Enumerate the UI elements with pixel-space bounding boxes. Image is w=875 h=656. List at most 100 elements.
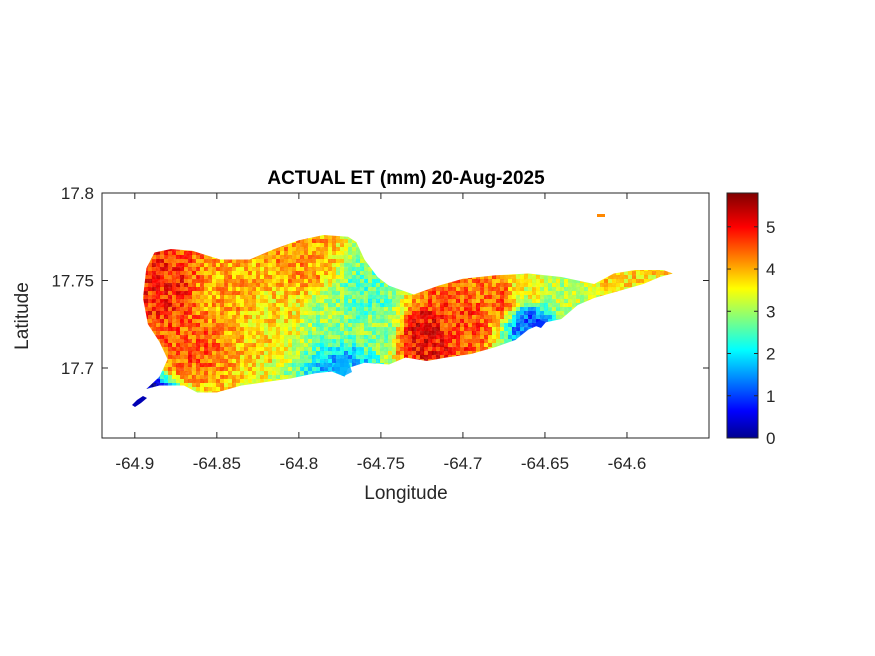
- et-pixel: [588, 327, 592, 331]
- et-pixel: [376, 215, 380, 219]
- et-pixel: [244, 255, 248, 259]
- et-pixel: [640, 259, 644, 263]
- et-pixel: [456, 275, 460, 279]
- et-pixel: [192, 247, 196, 251]
- et-pixel: [488, 223, 492, 227]
- et-pixel: [584, 227, 588, 231]
- et-pixel: [688, 235, 692, 239]
- et-pixel: [128, 323, 132, 327]
- et-pixel: [416, 243, 420, 247]
- et-pixel: [544, 227, 548, 231]
- et-pixel: [372, 215, 376, 219]
- et-pixel: [584, 271, 588, 275]
- et-pixel: [480, 267, 484, 271]
- et-pixel: [588, 319, 592, 323]
- et-pixel: [664, 215, 668, 219]
- et-pixel: [396, 255, 400, 259]
- et-pixel: [140, 239, 144, 243]
- et-pixel: [564, 335, 568, 339]
- et-pixel: [412, 219, 416, 223]
- et-pixel: [580, 315, 584, 319]
- et-pixel: [644, 295, 648, 299]
- et-pixel: [604, 271, 608, 275]
- et-pixel: [588, 227, 592, 231]
- et-pixel: [568, 243, 572, 247]
- et-pixel: [484, 223, 488, 227]
- et-pixel: [624, 255, 628, 259]
- et-pixel: [428, 231, 432, 235]
- et-pixel: [384, 251, 388, 255]
- et-pixel: [432, 275, 436, 279]
- et-pixel: [588, 335, 592, 339]
- et-pixel: [196, 239, 200, 243]
- et-pixel: [252, 227, 256, 231]
- et-pixel: [136, 275, 140, 279]
- et-pixel: [440, 255, 444, 259]
- et-pixel: [528, 251, 532, 255]
- et-pixel: [420, 275, 424, 279]
- et-pixel: [136, 351, 140, 355]
- et-pixel: [572, 247, 576, 251]
- et-pixel: [504, 263, 508, 267]
- et-pixel: [676, 283, 680, 287]
- et-pixel: [428, 251, 432, 255]
- et-pixel: [560, 259, 564, 263]
- et-pixel: [540, 255, 544, 259]
- et-pixel: [552, 223, 556, 227]
- et-pixel: [660, 347, 664, 351]
- et-pixel: [620, 315, 624, 319]
- et-pixel: [148, 251, 152, 255]
- et-pixel: [140, 279, 144, 283]
- et-pixel: [580, 227, 584, 231]
- et-pixel: [692, 215, 696, 219]
- et-pixel: [548, 247, 552, 251]
- et-pixel: [692, 303, 696, 307]
- et-pixel: [536, 335, 540, 339]
- et-pixel: [632, 247, 636, 251]
- et-pixel: [476, 271, 480, 275]
- et-pixel: [528, 267, 532, 271]
- et-pixel: [224, 255, 228, 259]
- et-pixel: [592, 251, 596, 255]
- et-pixel: [424, 215, 428, 219]
- et-pixel: [496, 259, 500, 263]
- et-pixel: [648, 307, 652, 311]
- et-pixel: [388, 271, 392, 275]
- et-pixel: [564, 343, 568, 347]
- et-pixel: [664, 235, 668, 239]
- et-pixel: [224, 231, 228, 235]
- et-pixel: [134, 291, 136, 295]
- et-pixel: [676, 255, 680, 259]
- et-pixel: [592, 279, 596, 283]
- et-pixel: [668, 299, 672, 303]
- et-pixel: [616, 255, 620, 259]
- et-pixel: [168, 227, 172, 231]
- et-pixel: [568, 239, 572, 243]
- et-pixel: [688, 283, 692, 287]
- et-pixel: [508, 223, 512, 227]
- et-pixel: [452, 255, 456, 259]
- et-pixel: [668, 227, 672, 231]
- et-pixel: [556, 239, 560, 243]
- et-pixel: [640, 351, 644, 355]
- et-pixel: [204, 251, 208, 255]
- et-pixel: [692, 307, 696, 311]
- et-pixel: [520, 259, 524, 263]
- et-pixel: [660, 251, 664, 255]
- et-pixel: [508, 227, 512, 231]
- et-pixel: [172, 227, 176, 231]
- et-pixel: [680, 259, 684, 263]
- et-pixel: [504, 243, 508, 247]
- et-pixel: [376, 259, 380, 263]
- et-pixel: [652, 335, 656, 339]
- et-pixel: [612, 315, 616, 319]
- et-pixel: [680, 339, 684, 343]
- et-pixel: [624, 215, 628, 219]
- et-pixel: [376, 239, 380, 243]
- et-pixel: [644, 283, 648, 287]
- et-pixel: [684, 335, 688, 339]
- et-pixel: [496, 239, 500, 243]
- et-pixel: [332, 223, 336, 227]
- et-pixel: [448, 243, 452, 247]
- et-pixel: [604, 219, 608, 223]
